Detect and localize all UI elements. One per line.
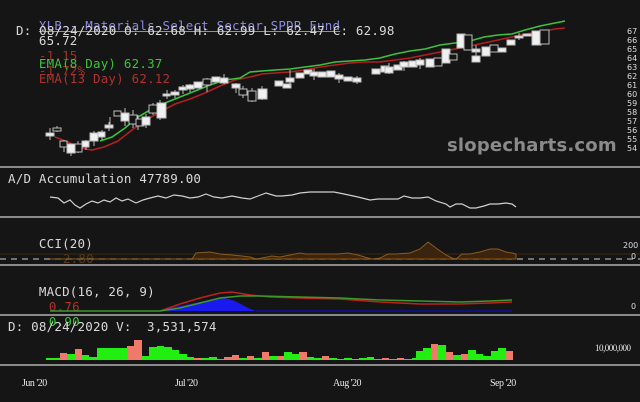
x-label-jul: Jul '20 (175, 378, 198, 389)
macd-label: MACD(16, 26, 9) (38, 284, 155, 299)
cci-axis-0: 0 (631, 252, 637, 261)
cci-axis-200: 200 (623, 241, 639, 250)
macd-line (159, 291, 513, 312)
price-panel: XLB - Materials Select Sector SPDR Fund … (0, 0, 640, 192)
price-change-pct: -1.72% (38, 63, 86, 78)
ad-label: A/D Accumulation 47789.00 (8, 171, 202, 186)
ad-panel: A/D Accumulation 47789.00 (0, 168, 640, 216)
x-axis: Jun '20 Jul '20 Aug '20 Sep '20 (0, 366, 640, 402)
cci-chart[interactable] (0, 218, 640, 264)
symbol-title-link[interactable]: XLB - Materials Select Sector SPDR Fund (38, 18, 341, 33)
ema8-line (99, 20, 566, 142)
volume-panel: D: 08/24/2020 V: 3,531,574 (0, 316, 640, 364)
macd-panel: MACD(16, 26, 9) 0.76 0.90 0 (0, 266, 640, 329)
x-label-sep: Sep '20 (490, 378, 516, 389)
x-label-aug: Aug '20 (333, 378, 362, 389)
header-line: XLB - Materials Select Sector SPDR Fund … (8, 3, 340, 93)
price-chart[interactable] (0, 0, 640, 192)
panel-divider[interactable] (0, 166, 640, 168)
cci-area (50, 241, 517, 260)
volume-chart[interactable] (0, 316, 640, 364)
ema13-label: EMA(13 Day) 62.12 (38, 71, 171, 86)
volume-bars (46, 340, 513, 360)
ema8-label: EMA(8 Day) 62.37 (38, 56, 163, 71)
ad-line (49, 191, 517, 209)
ema13-line (54, 27, 566, 151)
last-price: 65.72 (38, 33, 78, 48)
ad-chart[interactable] (0, 168, 640, 216)
panel-divider[interactable] (0, 364, 640, 366)
volume-axis-10m: 10,000,000 (595, 343, 631, 353)
cci-label: CCI(20) (38, 236, 93, 251)
candles (45, 29, 550, 156)
signal-value: 0.90 (48, 314, 80, 329)
price-change: -1.15 (38, 48, 78, 63)
macd-axis-0: 0 (631, 302, 637, 311)
ema-legend: EMA(8 Day) 62.37 EMA(13 Day) 62.12 (8, 41, 170, 101)
cci-panel: CCI(20) 2.80 200 0 (0, 218, 640, 266)
volume-label: D: 08/24/2020 V: 3,531,574 (8, 319, 217, 334)
panel-divider[interactable] (0, 314, 640, 316)
ohlc-line: D: 08/24/2020 O: 62.68 H: 62.99 L: 62.47… (16, 23, 395, 38)
x-label-jun: Jun '20 (22, 378, 47, 389)
macd-chart[interactable] (0, 266, 640, 314)
watermark: slopecharts.com (447, 135, 617, 156)
signal-line (50, 295, 513, 312)
panel-divider[interactable] (0, 264, 640, 266)
panel-divider[interactable] (0, 216, 640, 218)
